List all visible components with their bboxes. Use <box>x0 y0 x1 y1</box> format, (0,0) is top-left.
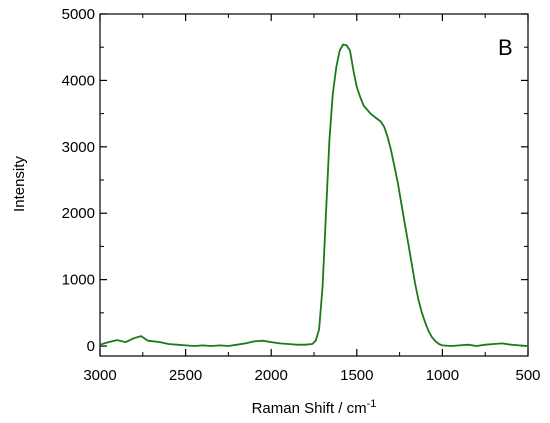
x-tick-label: 1500 <box>340 367 373 384</box>
series-layer <box>99 43 529 347</box>
y-tick-label: 4000 <box>62 72 95 89</box>
spectrum-line <box>99 43 529 347</box>
plot-frame <box>99 13 529 357</box>
plot-border <box>99 13 529 357</box>
x-tick-label: 1000 <box>426 367 459 384</box>
y-tick-label: 2000 <box>62 205 95 222</box>
y-tick-label: 5000 <box>62 6 95 23</box>
y-axis-ticks: 0 1000 2000 3000 4000 5000 <box>62 6 528 355</box>
y-tick-label: 1000 <box>62 272 95 289</box>
x-tick-label: 2000 <box>255 367 288 384</box>
x-tick-label: 2500 <box>169 367 202 384</box>
panel-label: B <box>498 35 513 60</box>
x-axis-label-text: Raman Shift / cm <box>252 400 367 417</box>
x-axis-label-superscript: -1 <box>367 398 377 410</box>
x-axis-ticks: 3000 2500 2000 1500 1000 500 <box>83 14 541 384</box>
x-axis-label: Raman Shift / cm-1 <box>252 398 377 417</box>
y-tick-label: 3000 <box>62 139 95 156</box>
x-tick-label: 500 <box>515 367 540 384</box>
y-tick-label: 0 <box>87 338 95 355</box>
y-axis-label: Intensity <box>11 156 28 212</box>
x-tick-label: 3000 <box>83 367 116 384</box>
